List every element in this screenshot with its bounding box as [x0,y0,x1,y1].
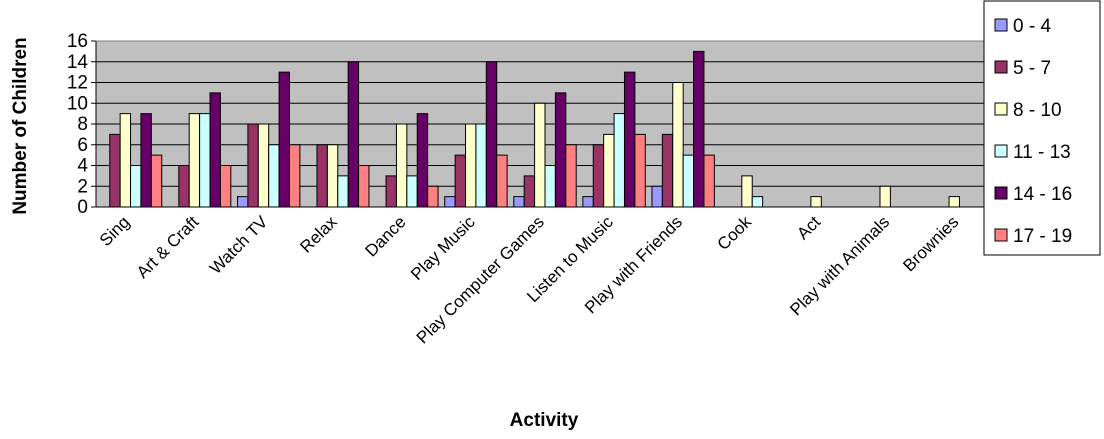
bar [109,133,121,208]
bar [565,144,577,208]
bar [751,196,764,208]
bar [268,144,280,208]
bar [554,92,567,208]
bar [693,50,705,208]
bar [623,71,636,208]
bar [513,196,525,208]
legend-swatch [994,60,1008,74]
bar [247,123,259,208]
bar [613,113,625,208]
x-tick-label: Relax [296,212,341,257]
y-tick-label: 4 [77,156,88,177]
legend-swatch [994,18,1008,32]
bar [682,154,695,208]
y-tick-label: 10 [67,93,88,114]
bar [337,175,349,208]
legend-box [983,0,1101,256]
bar [119,113,132,208]
bar [444,196,456,208]
bar [810,196,822,208]
bar [150,154,163,208]
bar [523,175,536,208]
legend-label: 17 - 19 [1013,226,1072,247]
bar [544,165,556,208]
x-tick-label: Art & Craft [133,212,203,282]
bar [703,154,715,208]
bar [454,154,467,208]
x-tick-label: Sing [96,212,133,249]
bar [316,144,328,208]
bar [534,102,546,208]
bar [257,123,270,208]
bar [236,196,249,208]
x-axis-title: Activity [510,410,579,431]
y-tick-label: 0 [77,197,88,218]
legend-label: 14 - 16 [1013,184,1072,205]
y-axis-title: Number of Children [10,37,31,214]
y-tick-label: 8 [77,114,88,135]
bar [278,71,290,208]
x-tick-label: Brownies [899,212,962,275]
bar [592,144,605,208]
bar [603,133,615,208]
bar [634,133,646,208]
legend-swatch [994,144,1008,158]
x-tick-label: Dance [361,212,409,260]
bar [395,123,408,208]
bar [416,113,429,208]
legend-label: 5 - 7 [1013,58,1051,79]
legend-label: 0 - 4 [1013,16,1051,37]
bar [465,123,477,208]
bar [485,61,498,208]
bar [326,144,339,208]
x-tick-label: Cook [714,212,756,254]
bar [948,196,960,208]
bar [427,185,439,208]
bar [358,165,370,208]
bar [496,154,508,208]
bar [188,113,201,208]
x-tick-label: Play Computer Games [413,212,548,347]
bar [347,61,360,208]
bar [130,165,142,208]
legend-label: 11 - 13 [1013,142,1071,163]
y-tick-label: 14 [67,52,89,73]
bar [651,185,663,208]
legend-swatch [994,228,1008,242]
bar [406,175,418,208]
y-tick-label: 2 [77,176,88,197]
bar [385,175,397,208]
y-tick-label: 6 [77,135,88,156]
bar [199,113,211,208]
x-tick-label: Watch TV [206,212,272,278]
bar [672,82,684,208]
bar [879,185,891,208]
bar [178,165,190,208]
x-tick-label: Play Music [407,212,479,284]
y-tick-label: 12 [67,73,88,94]
y-tick-label: 16 [67,31,88,52]
bar [475,123,487,208]
bar [582,196,594,208]
bar [741,175,753,208]
bar [288,144,301,208]
bar [209,92,221,208]
legend-swatch [994,102,1008,116]
bar [661,133,674,208]
x-tick-label: Act [793,212,824,243]
legend-swatch [994,186,1008,200]
legend-label: 8 - 10 [1013,100,1062,121]
bar [219,165,232,208]
bar [140,113,152,208]
